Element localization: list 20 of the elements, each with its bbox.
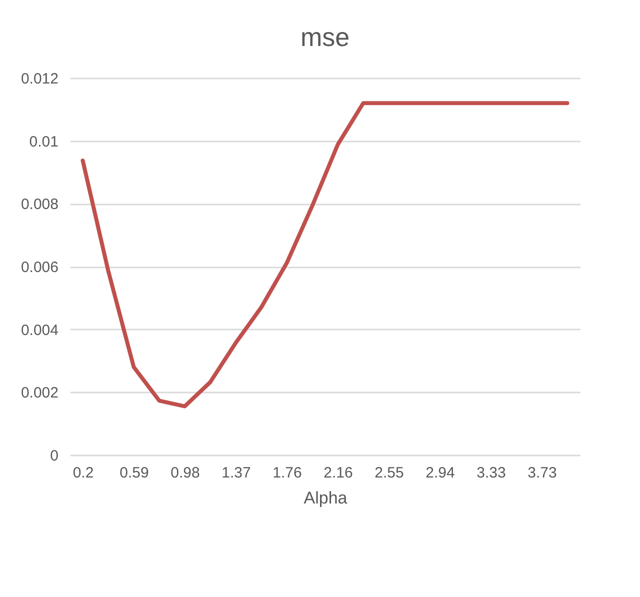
line-series: [80, 101, 570, 408]
x-tick-label: 2.94: [426, 464, 455, 482]
y-tick-label: 0: [50, 448, 58, 464]
chart-title: mse: [300, 22, 350, 52]
y-tick-label: 0.012: [20, 70, 58, 88]
y-tick-label: 0.01: [29, 133, 58, 150]
x-tick-label: 1.37: [222, 464, 251, 482]
x-tick-label: 2.55: [374, 464, 404, 482]
x-tick-label: 0.98: [170, 464, 200, 482]
y-tick-label: 0.006: [20, 259, 58, 276]
x-tick-label: 3.73: [528, 464, 557, 482]
x-tick-label: 0.2: [72, 464, 94, 482]
y-tick-label: 0.004: [20, 322, 58, 339]
y-tick-label: 0.002: [20, 384, 58, 402]
x-tick-label: 2.16: [324, 464, 353, 482]
x-tick-label: 3.33: [476, 464, 506, 482]
x-axis-title: Alpha: [304, 488, 348, 508]
x-tick-label: 0.59: [120, 464, 149, 482]
y-tick-label: 0.008: [20, 196, 58, 214]
x-tick-label: 1.76: [272, 464, 302, 482]
